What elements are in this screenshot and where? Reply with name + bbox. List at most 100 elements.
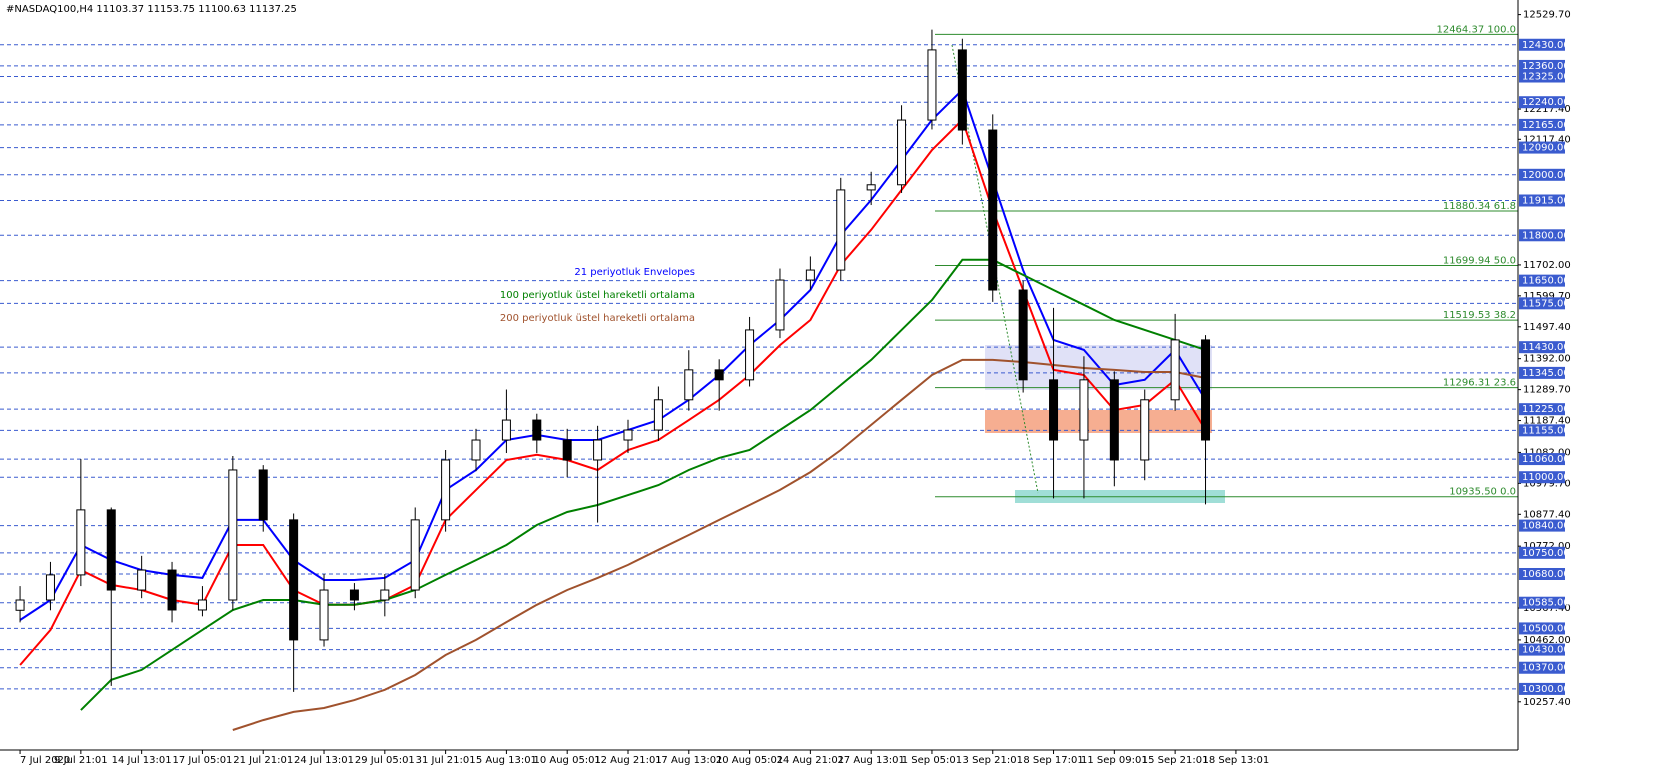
x-tick-label: 10 Aug 05:01	[533, 755, 600, 766]
y-tick-label: 11289.70	[1523, 385, 1571, 396]
candle-body	[927, 49, 937, 121]
candle-body	[15, 599, 25, 611]
level-label: 12430.00	[1522, 40, 1570, 51]
candle-body	[1201, 339, 1211, 441]
level-label-box	[1519, 453, 1565, 466]
fib-label: 11519.53 38.2	[1443, 310, 1516, 321]
level-label-box	[1519, 141, 1565, 154]
candle-body	[775, 279, 785, 331]
candle-body	[532, 419, 542, 441]
level-label: 10840.00	[1522, 521, 1570, 532]
candle-body	[167, 569, 177, 611]
level-label: 10500.00	[1522, 623, 1570, 634]
legend-entry: 200 periyotluk üstel hareketli ortalama	[500, 313, 695, 324]
candle-body	[957, 49, 967, 131]
level-label: 11800.00	[1522, 230, 1570, 241]
axes: 12529.70 12217.40 12117.40 11702.00 11599.70…	[19, 10, 1571, 766]
level-label: 11225.00	[1522, 404, 1570, 415]
candle-body	[349, 589, 359, 601]
candle-body	[501, 419, 511, 441]
x-tick-label: 9 Jul 21:01	[54, 755, 108, 766]
candle-body	[1018, 289, 1028, 381]
x-tick-label: 3 Sep 21:01	[963, 755, 1023, 766]
fib-label: 10935.50 0.0	[1449, 487, 1516, 498]
fib-label: 12464.37 100.0	[1436, 24, 1516, 35]
level-label-box	[1519, 682, 1565, 695]
y-tick-label: 12117.40	[1523, 134, 1571, 145]
level-label-box	[1519, 366, 1565, 379]
level-label-box	[1519, 194, 1565, 207]
level-label-box	[1519, 424, 1565, 437]
candle-body	[562, 439, 572, 461]
candle-body	[319, 589, 329, 641]
candle-body	[106, 509, 116, 591]
level-label-box	[1519, 596, 1565, 609]
level-label: 11155.00	[1522, 425, 1570, 436]
level-label: 11000.00	[1522, 472, 1570, 483]
candle-body	[76, 509, 86, 576]
fib-label: 11880.34 61.8	[1443, 201, 1516, 212]
candle-body	[897, 119, 907, 186]
x-tick-label: 12 Aug 21:01	[594, 755, 661, 766]
candle-body	[623, 429, 633, 441]
level-label: 10680.00	[1522, 569, 1570, 580]
ma-line	[19, 87, 1207, 621]
candle-body	[653, 399, 663, 431]
level-label-box	[1519, 118, 1565, 131]
candle-body	[988, 129, 998, 291]
level-label: 11575.00	[1522, 298, 1570, 309]
legend-entry: 100 periyotluk üstel hareketli ortalama	[500, 290, 695, 301]
pivot-zone	[985, 410, 1212, 433]
level-label-box	[1519, 403, 1565, 416]
candle-body	[197, 599, 207, 611]
level-label: 12000.00	[1522, 170, 1570, 181]
chart-title: #NASDAQ100,H4 11103.37 11153.75 11100.63…	[6, 4, 297, 15]
candle-body	[1079, 379, 1089, 441]
y-tick-label: 10877.40	[1523, 509, 1571, 520]
x-tick-label: 15 Sep 21:01	[1142, 755, 1209, 766]
ma-line	[232, 358, 1206, 731]
candle-body	[684, 369, 694, 401]
level-label: 10585.00	[1522, 598, 1570, 609]
y-tick-label: 11082.00	[1523, 447, 1571, 458]
candle-body	[410, 519, 420, 591]
candle-body	[1170, 339, 1180, 401]
candle-body	[866, 184, 876, 191]
x-tick-label: 8 Sep 17:01	[1023, 755, 1083, 766]
candle-body	[471, 439, 481, 461]
candle-body	[805, 269, 815, 281]
level-label-box	[1519, 546, 1565, 559]
y-tick-label: 10979.70	[1523, 478, 1571, 489]
x-tick-label: 7 Jul 2020	[20, 755, 70, 766]
x-tick-label: 29 Jul 05:01	[355, 755, 415, 766]
x-tick-label: 27 Aug 13:01	[837, 755, 904, 766]
level-label: 12325.00	[1522, 72, 1570, 83]
level-label: 11345.00	[1522, 368, 1570, 379]
y-tick-label: 10257.40	[1523, 697, 1571, 708]
level-label: 10750.00	[1522, 548, 1570, 559]
x-tick-label: 24 Jul 13:01	[294, 755, 354, 766]
levels: 12464.37 100.0 11880.34 61.8 11699.94 50.0…	[0, 24, 1518, 690]
level-label: 10370.00	[1522, 663, 1570, 674]
x-tick-label: 14 Jul 13:01	[112, 755, 172, 766]
x-tick-label: 24 Aug 21:01	[777, 755, 844, 766]
y-tick-label: 11702.00	[1523, 260, 1571, 271]
level-label: 11915.00	[1522, 196, 1570, 207]
level-label-box	[1519, 70, 1565, 83]
candle-body	[228, 469, 238, 601]
candle-body	[1140, 399, 1150, 461]
level-label-box	[1519, 229, 1565, 242]
x-tick-label: 5 Aug 13:01	[476, 755, 537, 766]
y-tick-label: 12217.40	[1523, 104, 1571, 115]
y-tick-label: 10772.00	[1523, 541, 1571, 552]
level-label-box	[1519, 341, 1565, 354]
x-tick-label: 18 Sep 13:01	[1203, 755, 1270, 766]
level-label: 10430.00	[1522, 645, 1570, 656]
legend-entry: 21 periyotluk Envelopes	[574, 267, 695, 278]
level-label-box	[1519, 38, 1565, 51]
level-label-box	[1519, 59, 1565, 72]
x-tick-label: 17 Jul 05:01	[172, 755, 232, 766]
